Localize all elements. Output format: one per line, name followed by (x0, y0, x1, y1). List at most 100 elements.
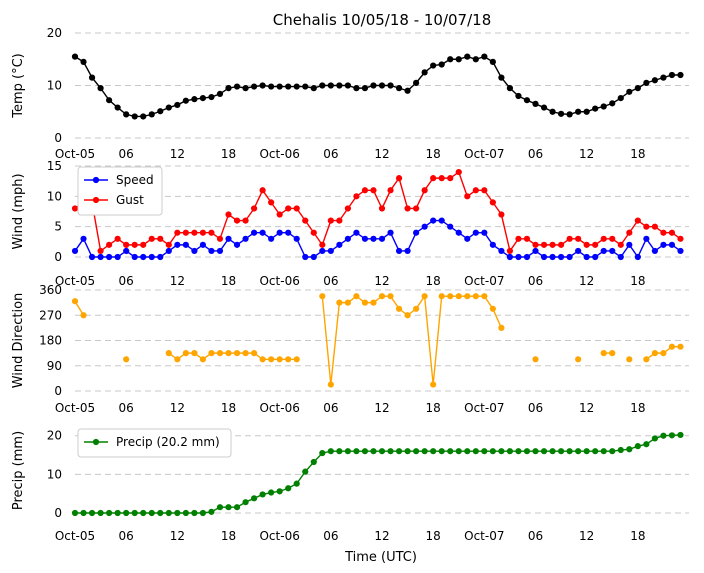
direction-point (421, 293, 428, 300)
speed-point (165, 247, 172, 255)
y-tick-label: 10 (47, 189, 62, 203)
gust-point (71, 205, 79, 212)
gust-point (677, 235, 684, 242)
gust-point (634, 217, 641, 224)
x-tick-label: Oct-07 (464, 147, 504, 161)
temp-point (71, 53, 79, 60)
direction-point (481, 293, 488, 300)
speed-point (395, 247, 403, 255)
direction-point (268, 356, 275, 363)
speed-point (114, 253, 121, 261)
speed-point (583, 253, 590, 261)
gust-point (327, 217, 334, 224)
precip-point (353, 448, 360, 455)
y-tick-label: 270 (39, 308, 62, 322)
gust-point (268, 199, 275, 206)
y-tick-label: 20 (47, 26, 62, 40)
temp-point (404, 87, 411, 94)
speed-point (310, 253, 317, 261)
temp-point (557, 110, 565, 117)
precip-point (421, 448, 428, 455)
direction-point (174, 356, 181, 363)
precip-point (651, 435, 658, 442)
gust-point (319, 241, 326, 248)
temp-point (498, 74, 505, 81)
direction-point (600, 350, 607, 357)
gust-point (600, 235, 607, 242)
temp-point (668, 71, 676, 79)
speed-point (643, 235, 650, 242)
gust-point (293, 205, 300, 212)
precip-point (668, 432, 676, 439)
gust-point (233, 217, 241, 224)
direction-point (165, 350, 172, 357)
legend-entry: Gust (116, 193, 144, 207)
panel-1: 0 10 20 Temp (°C) Oct-05 06 12 18 Oct-06 06 12 18 Oc… (11, 26, 689, 161)
direction-point (677, 343, 684, 350)
gust-point (182, 229, 189, 236)
temp-point (353, 85, 360, 92)
speed-point (566, 253, 573, 261)
gust-point (481, 187, 488, 194)
precip-point (532, 448, 539, 455)
temp-point (268, 83, 275, 90)
temp-point (609, 100, 616, 107)
temp-point (344, 82, 351, 89)
gust-point (438, 175, 445, 182)
x-tick-label: 12 (374, 147, 389, 161)
speed-point (413, 229, 420, 236)
gust-point (123, 241, 130, 248)
gust-point (208, 229, 215, 236)
speed-point (302, 253, 309, 261)
x-tick-label: Oct-07 (464, 274, 504, 288)
temp-point (455, 56, 462, 63)
temp-point (361, 85, 369, 92)
gust-point (199, 229, 207, 236)
precip-point (498, 448, 505, 455)
gust-point (285, 205, 292, 212)
direction-point (71, 298, 79, 305)
speed-point (464, 235, 471, 242)
speed-point (344, 235, 351, 242)
legend: Speed Gust (77, 166, 163, 216)
legend-swatch-marker (92, 176, 100, 184)
temp-point (532, 100, 539, 107)
precip-point (455, 448, 462, 455)
direction-series (71, 293, 684, 388)
x-tick-label: 06 (528, 529, 543, 543)
temp-point (395, 85, 403, 92)
temp-point (199, 95, 207, 102)
precip-point (174, 509, 181, 517)
gust-point (106, 241, 113, 248)
precip-point (165, 509, 172, 517)
direction-point (216, 350, 224, 357)
x-tick-label: 18 (426, 147, 441, 161)
temp-point (438, 61, 445, 68)
precip-point (336, 448, 343, 455)
temp-point (677, 71, 684, 79)
x-tick-label: 12 (579, 401, 594, 415)
speed-point (361, 235, 369, 242)
gust-point (660, 229, 667, 236)
precip-point (515, 448, 522, 455)
direction-point (344, 299, 351, 306)
speed-point (97, 253, 104, 261)
direction-point (387, 293, 394, 300)
speed-point (489, 241, 496, 248)
precip-point (464, 448, 471, 455)
temp-point (378, 82, 386, 89)
direction-point (182, 350, 189, 357)
temp-point (97, 85, 104, 92)
precip-point (378, 448, 386, 455)
y-axis-label: Wind Direction (11, 293, 26, 389)
gust-point (421, 187, 428, 194)
gust-point (148, 235, 155, 242)
y-tick-label: 0 (54, 250, 62, 264)
precip-point (609, 448, 616, 455)
panel-2: 0 5 10 15 Wind (mph) Oct-05 06 12 18 Oct-06 06 12 18… (11, 159, 689, 288)
speed-point (557, 253, 565, 261)
direction-point (378, 293, 386, 300)
speed-point (438, 217, 445, 224)
direction-point (609, 350, 616, 357)
